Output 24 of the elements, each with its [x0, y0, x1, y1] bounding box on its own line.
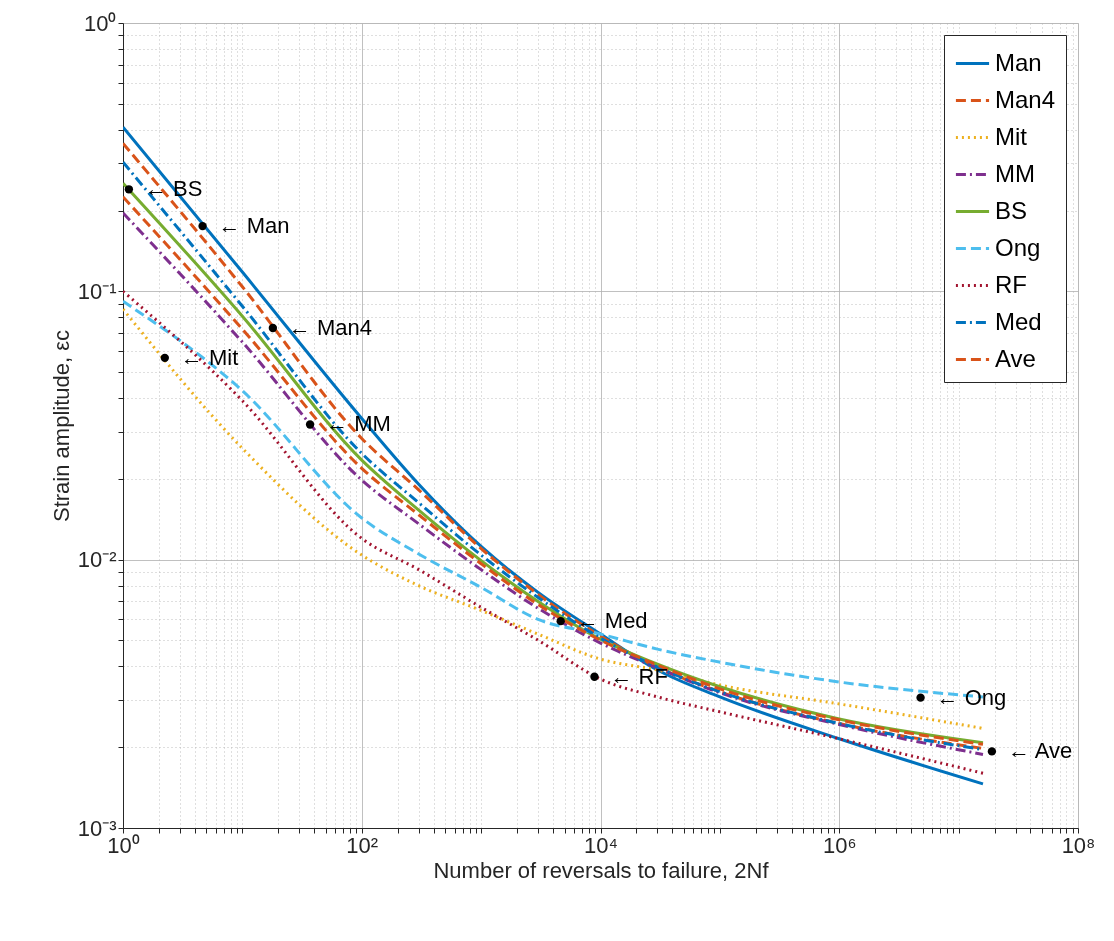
y-tick-label: 10⁰	[84, 10, 117, 36]
y-tick-label: 10⁻²	[77, 547, 117, 573]
x-tick-label: 10⁴	[584, 832, 618, 858]
annotation: ← Man4	[288, 315, 372, 341]
x-tick-label: 10⁶	[822, 832, 857, 858]
x-tick-label: 10²	[346, 832, 379, 858]
legend-label: Ong	[995, 233, 1041, 261]
legend-label: RF	[995, 270, 1027, 298]
legend-label: Ave	[995, 344, 1036, 372]
annotation: ← Man	[218, 213, 290, 239]
y-tick-label: 10⁻¹	[77, 278, 117, 304]
annotation: ← Ong	[936, 684, 1007, 710]
annotation: ← Mit	[180, 344, 239, 370]
legend-label: Med	[995, 307, 1042, 335]
legend-label: Man4	[995, 85, 1056, 113]
legend-label: Man	[995, 48, 1042, 76]
y-axis-title: Strain amplitude, εc	[48, 329, 74, 523]
x-tick-label: 10⁸	[1061, 832, 1096, 858]
legend-label: BS	[995, 196, 1028, 224]
legend-label: MM	[995, 159, 1035, 187]
legend-label: Mit	[995, 122, 1028, 150]
annotation: ← RF	[610, 663, 668, 689]
x-axis-title: Number of reversals to failure, 2Nf	[433, 857, 770, 883]
annotation: ← Ave	[1007, 738, 1073, 764]
